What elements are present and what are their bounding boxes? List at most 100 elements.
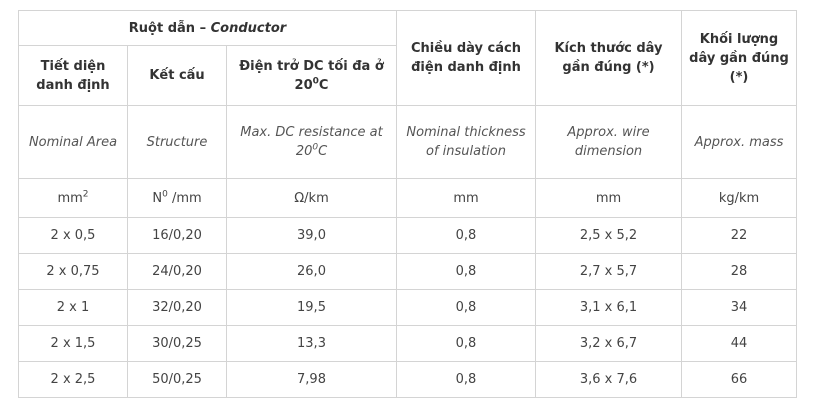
cell-text: 16/0,20 bbox=[152, 228, 202, 243]
column-header: Khối lượng dây gần đúng (*) bbox=[681, 10, 797, 106]
english-header: Approx. wire dimension bbox=[535, 105, 682, 179]
cell-text: 0,8 bbox=[455, 228, 477, 243]
unit-cell: Ω/km bbox=[226, 178, 397, 218]
data-cell: 7,98 bbox=[226, 361, 397, 398]
cell-text: 19,5 bbox=[297, 300, 326, 315]
data-cell: 32/0,20 bbox=[127, 289, 227, 326]
data-cell: 3,2 x 6,7 bbox=[535, 325, 682, 362]
spec-table: Ruột dẫn – Conductor Chiều dày cách điện … bbox=[18, 10, 797, 398]
cell-text: 0,8 bbox=[455, 300, 477, 315]
data-cell: 2 x 1 bbox=[18, 289, 128, 326]
data-cell: 2,5 x 5,2 bbox=[535, 217, 682, 254]
cell-text: kg/km bbox=[718, 190, 760, 206]
table-row: Tiết diện danh định Kết cấu Điện trở DC tố… bbox=[18, 45, 797, 106]
cell-text: 2 x 2,5 bbox=[50, 372, 96, 387]
unit-cell: mm bbox=[535, 178, 682, 218]
data-cell: 22 bbox=[681, 217, 797, 254]
data-cell: 3,1 x 6,1 bbox=[535, 289, 682, 326]
cell-text: Approx. wire dimension bbox=[567, 125, 650, 159]
data-cell: 2 x 1,5 bbox=[18, 325, 128, 362]
table-row: 2 x 1 32/0,20 19,5 0,8 3,1 x 6,1 34 bbox=[18, 289, 797, 326]
cell-text: 13,3 bbox=[297, 336, 326, 351]
cell-text: 3,6 x 7,6 bbox=[579, 372, 638, 387]
cell-text: Structure bbox=[146, 134, 208, 150]
data-cell: 39,0 bbox=[226, 217, 397, 254]
cell-text: 2 x 0,75 bbox=[46, 264, 100, 279]
cell-text: Max. DC resistance at 20 bbox=[240, 125, 383, 159]
cell-text: Kết cấu bbox=[149, 68, 205, 83]
cell-text: 32/0,20 bbox=[152, 300, 202, 315]
english-header: Nominal Area bbox=[18, 105, 128, 179]
cell-text: Ω/km bbox=[294, 190, 329, 206]
table-row: 2 x 1,5 30/0,25 13,3 0,8 3,2 x 6,7 44 bbox=[18, 325, 797, 362]
superscript: 0 bbox=[312, 142, 319, 153]
data-cell: 3,6 x 7,6 bbox=[535, 361, 682, 398]
cell-text: C bbox=[318, 77, 329, 93]
data-cell: 16/0,20 bbox=[127, 217, 227, 254]
data-cell: 19,5 bbox=[226, 289, 397, 326]
data-cell: 34 bbox=[681, 289, 797, 326]
data-cell: 44 bbox=[681, 325, 797, 362]
cell-text: N bbox=[152, 190, 163, 206]
cell-text: 7,98 bbox=[297, 372, 326, 387]
superscript: 0 bbox=[162, 189, 168, 200]
cell-text: 2 x 1,5 bbox=[50, 336, 96, 351]
data-cell: 28 bbox=[681, 253, 797, 290]
cell-text: Tiết diện danh định bbox=[36, 58, 110, 93]
superscript: 2 bbox=[82, 189, 89, 200]
table-row: 2 x 0,75 24/0,20 26,0 0,8 2,7 x 5,7 28 bbox=[18, 253, 797, 290]
data-cell: 30/0,25 bbox=[127, 325, 227, 362]
cell-text: Kích thước dây gần đúng (*) bbox=[554, 41, 663, 75]
cell-text: Ruột dẫn – bbox=[128, 20, 211, 36]
cell-text: C bbox=[318, 144, 328, 159]
table-row: Ruột dẫn – Conductor Chiều dày cách điện … bbox=[18, 10, 797, 106]
superscript: 0 bbox=[312, 76, 319, 87]
unit-cell: mm2 bbox=[18, 178, 128, 218]
table-row: Nominal Area Structure Max. DC resistance … bbox=[18, 105, 797, 179]
cell-text: 22 bbox=[730, 228, 748, 243]
group-header: Ruột dẫn – Conductor bbox=[18, 10, 397, 46]
cell-text: Nominal Area bbox=[28, 134, 118, 150]
cell-text: Nominal thickness of insulation bbox=[406, 125, 526, 159]
column-header: Kích thước dây gần đúng (*) bbox=[535, 10, 682, 106]
table-row: 2 x 0,5 16/0,20 39,0 0,8 2,5 x 5,2 22 bbox=[18, 217, 797, 254]
cell-text: Khối lượng dây gần đúng (*) bbox=[689, 31, 789, 85]
cell-text: 24/0,20 bbox=[152, 264, 202, 279]
cell-text: 3,2 x 6,7 bbox=[579, 336, 638, 351]
cell-text: 3,1 x 6,1 bbox=[579, 300, 638, 315]
cell-text: 2,7 x 5,7 bbox=[579, 264, 638, 279]
cell-text: mm bbox=[57, 190, 83, 206]
data-cell: 2 x 2,5 bbox=[18, 361, 128, 398]
data-cell: 2 x 0,75 bbox=[18, 253, 128, 290]
english-header: Nominal thickness of insulation bbox=[396, 105, 536, 179]
cell-text: 28 bbox=[730, 264, 748, 279]
data-cell: 0,8 bbox=[396, 361, 536, 398]
cell-text: 39,0 bbox=[297, 228, 326, 243]
table-row: 2 x 2,5 50/0,25 7,98 0,8 3,6 x 7,6 66 bbox=[18, 361, 797, 398]
data-cell: 66 bbox=[681, 361, 797, 398]
english-header: Max. DC resistance at 200C bbox=[226, 105, 397, 179]
cell-text: 44 bbox=[730, 336, 748, 351]
english-header: Approx. mass bbox=[681, 105, 797, 179]
cell-text: 2 x 1 bbox=[56, 300, 90, 315]
data-cell: 0,8 bbox=[396, 253, 536, 290]
cell-text: 26,0 bbox=[297, 264, 326, 279]
cell-text: 0,8 bbox=[455, 372, 477, 387]
data-cell: 0,8 bbox=[396, 289, 536, 326]
data-cell: 2 x 0,5 bbox=[18, 217, 128, 254]
data-cell: 26,0 bbox=[226, 253, 397, 290]
column-header: Chiều dày cách điện danh định bbox=[396, 10, 536, 106]
cell-text: 30/0,25 bbox=[152, 336, 202, 351]
english-header: Structure bbox=[127, 105, 227, 179]
data-cell: 0,8 bbox=[396, 217, 536, 254]
cell-text: 0,8 bbox=[455, 264, 477, 279]
column-header: Tiết diện danh định bbox=[18, 45, 128, 106]
cell-text: 50/0,25 bbox=[152, 372, 202, 387]
cell-text: mm bbox=[595, 190, 622, 206]
column-header: Điện trở DC tối đa ở 200C bbox=[226, 45, 397, 106]
table-row: mm2 N0 /mm Ω/km mm mm kg/km bbox=[18, 178, 797, 218]
cell-text: 66 bbox=[730, 372, 748, 387]
italic-text: Conductor bbox=[210, 20, 287, 36]
data-cell: 13,3 bbox=[226, 325, 397, 362]
data-cell: 0,8 bbox=[396, 325, 536, 362]
